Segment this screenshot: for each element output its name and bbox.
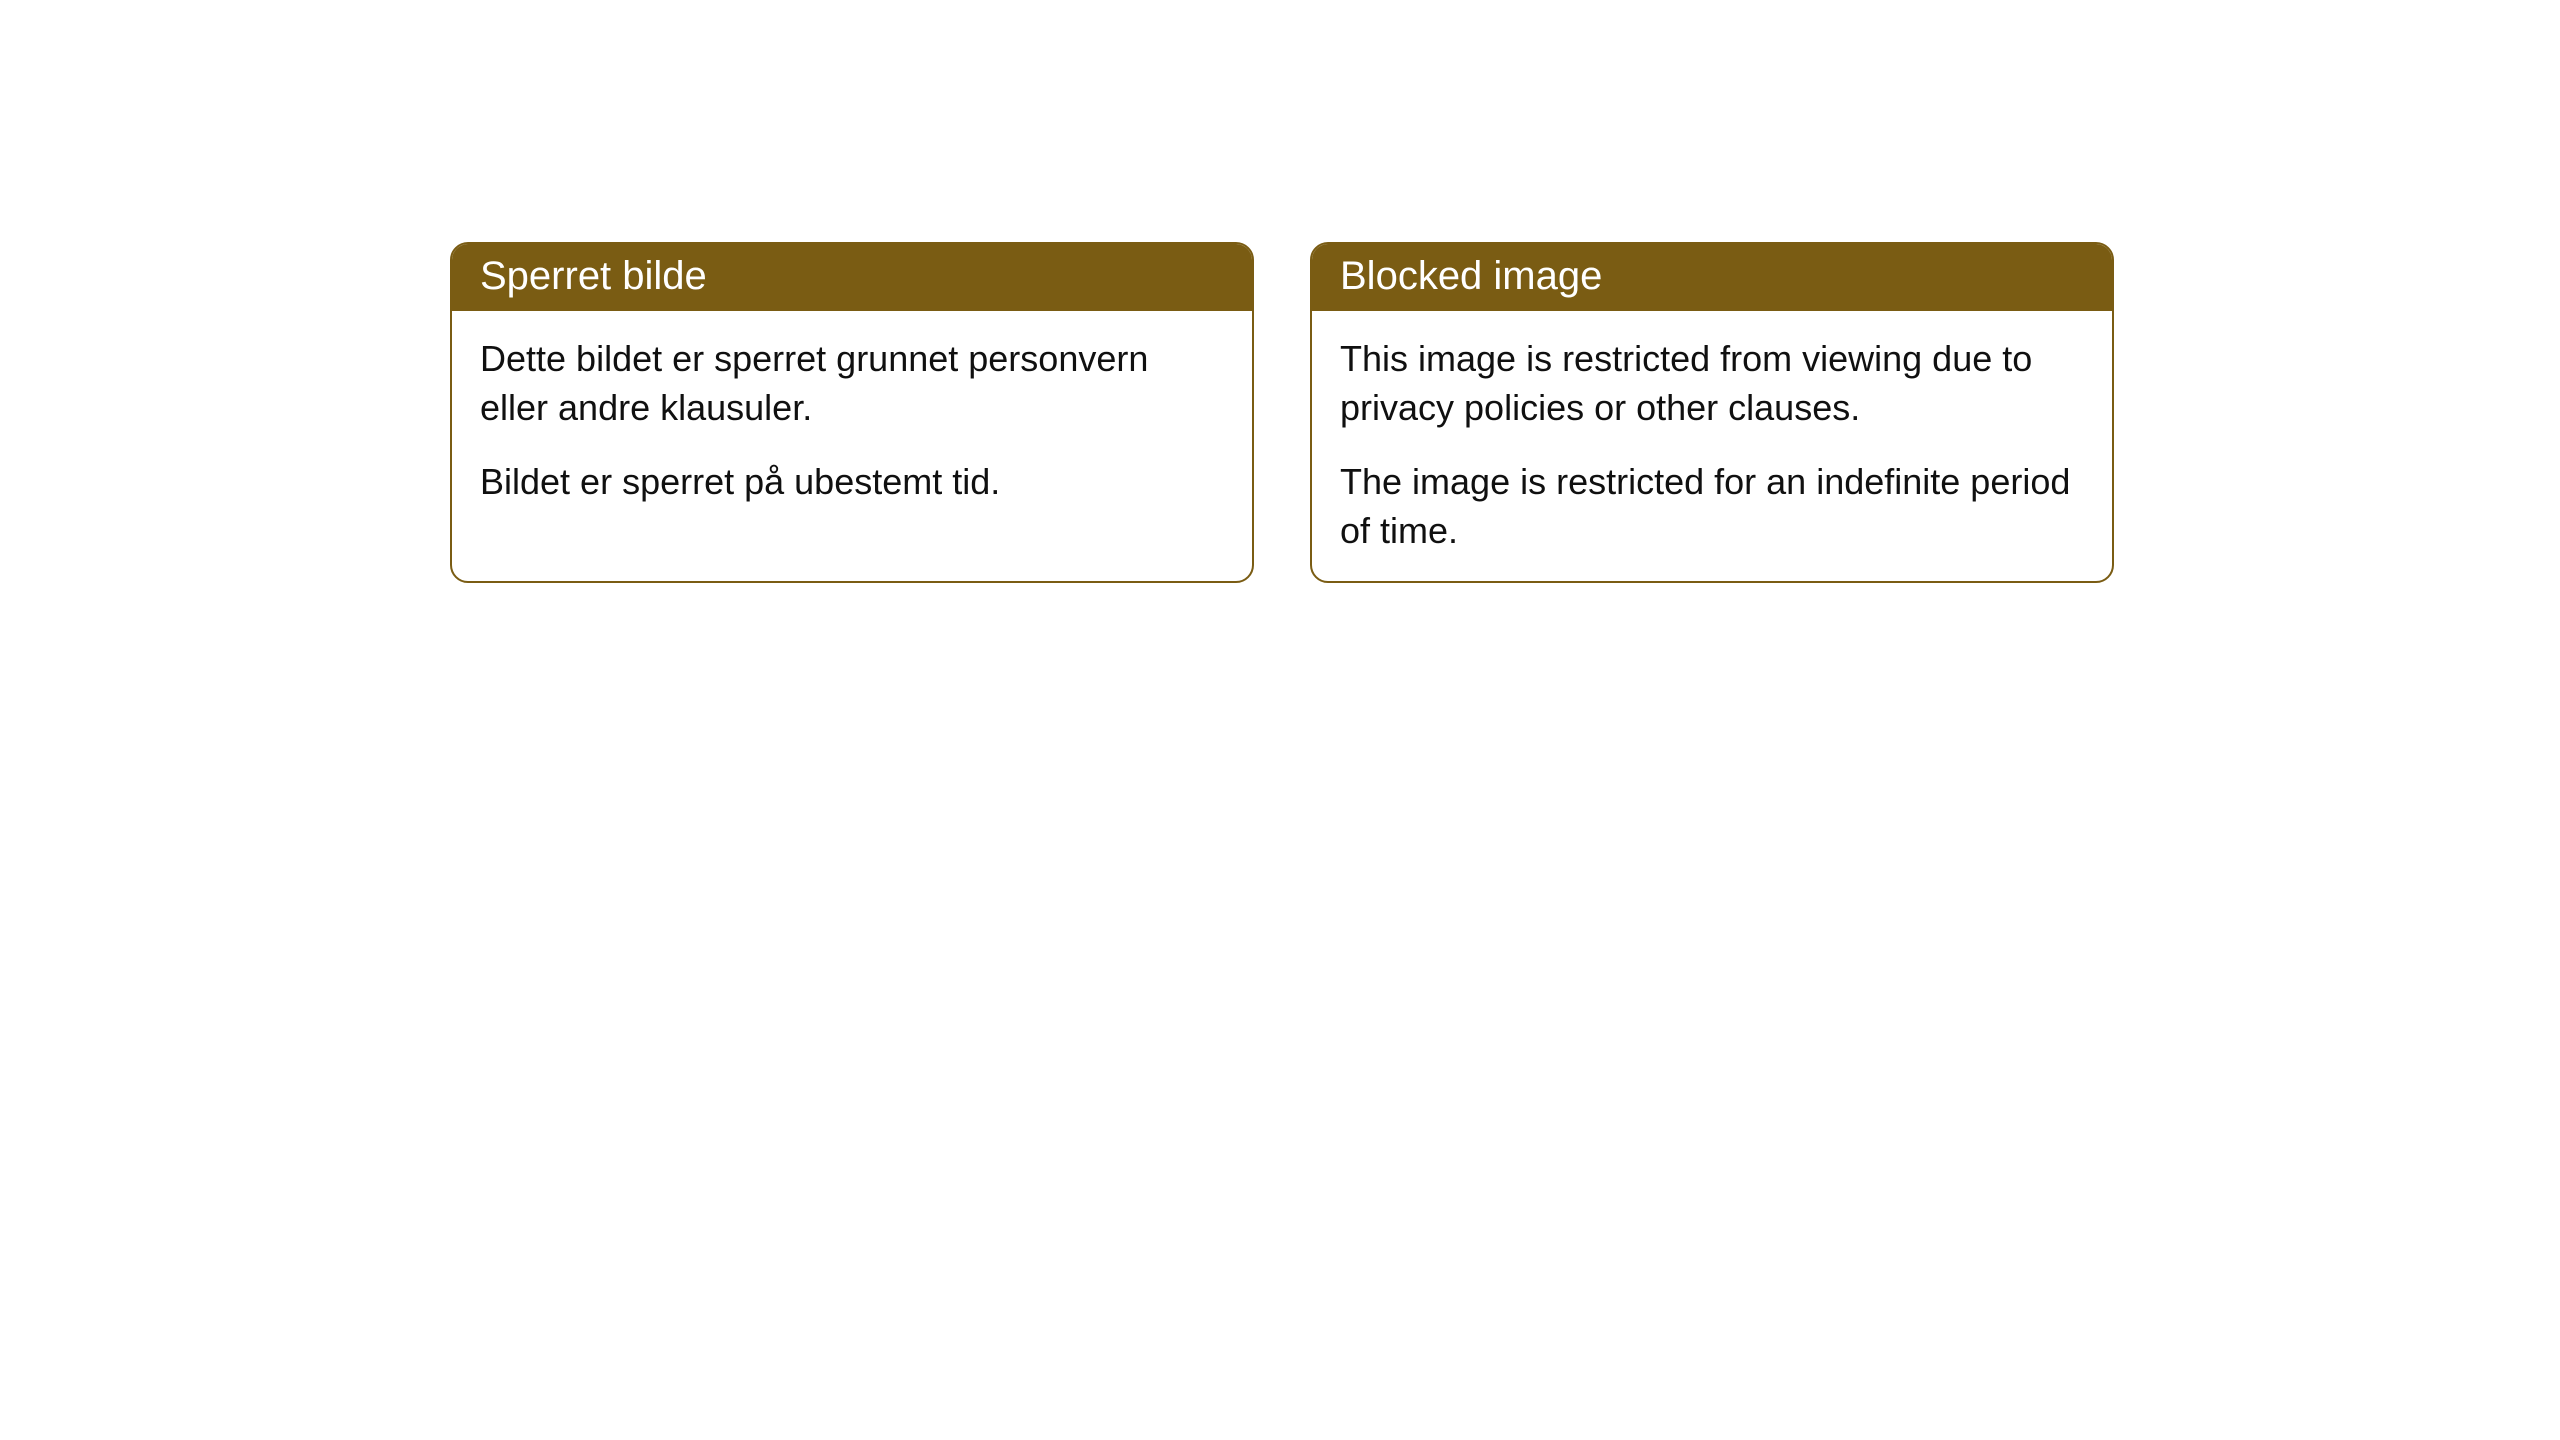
- card-paragraph-1-en: This image is restricted from viewing du…: [1340, 335, 2084, 432]
- card-title-en: Blocked image: [1340, 254, 1602, 298]
- card-paragraph-2-en: The image is restricted for an indefinit…: [1340, 458, 2084, 555]
- card-paragraph-2-no: Bildet er sperret på ubestemt tid.: [480, 458, 1224, 507]
- card-body-no: Dette bildet er sperret grunnet personve…: [452, 311, 1252, 581]
- blocked-image-card-en: Blocked image This image is restricted f…: [1310, 242, 2114, 583]
- blocked-image-card-no: Sperret bilde Dette bildet er sperret gr…: [450, 242, 1254, 583]
- card-body-en: This image is restricted from viewing du…: [1312, 311, 2112, 581]
- notice-cards-container: Sperret bilde Dette bildet er sperret gr…: [450, 242, 2114, 583]
- card-header-no: Sperret bilde: [452, 244, 1252, 311]
- card-title-no: Sperret bilde: [480, 254, 707, 298]
- card-header-en: Blocked image: [1312, 244, 2112, 311]
- card-paragraph-1-no: Dette bildet er sperret grunnet personve…: [480, 335, 1224, 432]
